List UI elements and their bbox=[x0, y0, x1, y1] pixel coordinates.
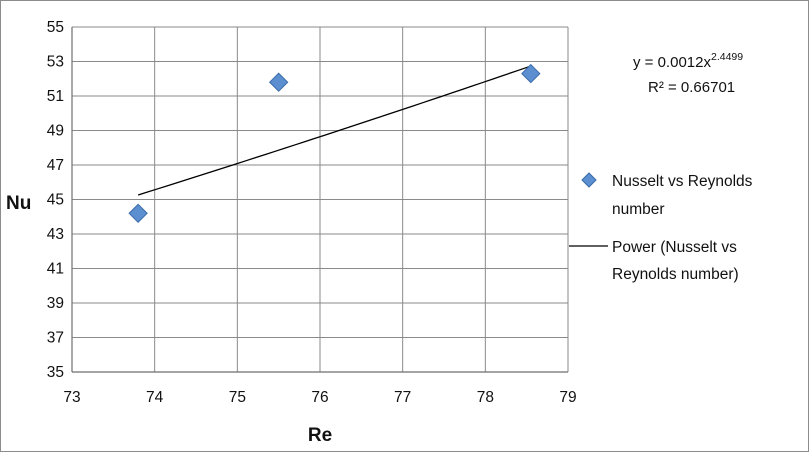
legend: Nusselt vs Reynolds number Power (Nussel… bbox=[569, 172, 753, 283]
legend-trend-label-line1: Power (Nusselt vs bbox=[612, 239, 737, 256]
y-tick-label: 49 bbox=[47, 123, 64, 140]
y-tick-label: 39 bbox=[47, 295, 64, 312]
x-tick-label: 78 bbox=[477, 389, 494, 406]
legend-diamond-marker bbox=[581, 172, 597, 188]
r-squared-text: R² = 0.66701 bbox=[648, 79, 735, 96]
y-tick-label: 45 bbox=[47, 192, 64, 209]
y-tick-label: 35 bbox=[47, 364, 64, 381]
point-layer bbox=[128, 63, 541, 224]
y-tick-label: 53 bbox=[47, 54, 64, 71]
y-tick-label: 41 bbox=[47, 261, 64, 278]
y-tick-label: 47 bbox=[47, 157, 64, 174]
axis-layer bbox=[71, 27, 568, 373]
legend-item-series: Nusselt vs Reynolds number bbox=[581, 172, 753, 218]
x-tick-label: 77 bbox=[394, 389, 411, 406]
grid-layer bbox=[71, 26, 569, 373]
equation-text: y = 0.0012x2.4499 bbox=[633, 51, 743, 71]
data-point bbox=[128, 203, 148, 224]
data-point bbox=[268, 72, 289, 92]
equation-prefix: y = 0.0012x bbox=[633, 54, 711, 71]
legend-item-trendline: Power (Nusselt vs Reynolds number) bbox=[569, 239, 739, 283]
y-axis-title: Nu bbox=[6, 193, 31, 214]
x-tick-label: 76 bbox=[311, 389, 328, 406]
data-point bbox=[521, 63, 541, 84]
x-tick-label: 75 bbox=[229, 389, 246, 406]
x-tick-label: 74 bbox=[146, 389, 164, 406]
y-tick-label: 43 bbox=[47, 226, 64, 243]
trendline-equation: y = 0.0012x2.4499 R² = 0.66701 bbox=[633, 51, 743, 96]
legend-series-label-line1: Nusselt vs Reynolds bbox=[612, 173, 753, 190]
x-axis-title: Re bbox=[308, 425, 332, 446]
y-tick-label: 51 bbox=[47, 88, 64, 105]
legend-series-label-line2: number bbox=[612, 201, 665, 218]
tick-label-layer: 35 37 39 41 43 45 47 49 51 53 55 73 74 75 76 77 78 79 bbox=[47, 19, 577, 406]
trendline-layer bbox=[137, 65, 532, 196]
equation-exponent: 2.4499 bbox=[711, 51, 743, 63]
trendline bbox=[137, 65, 532, 196]
legend-trend-label-line2: Reynolds number) bbox=[612, 266, 739, 283]
y-tick-label: 55 bbox=[47, 19, 64, 36]
x-tick-label: 73 bbox=[63, 389, 80, 406]
y-tick-label: 37 bbox=[47, 330, 64, 347]
x-tick-label: 79 bbox=[559, 389, 576, 406]
